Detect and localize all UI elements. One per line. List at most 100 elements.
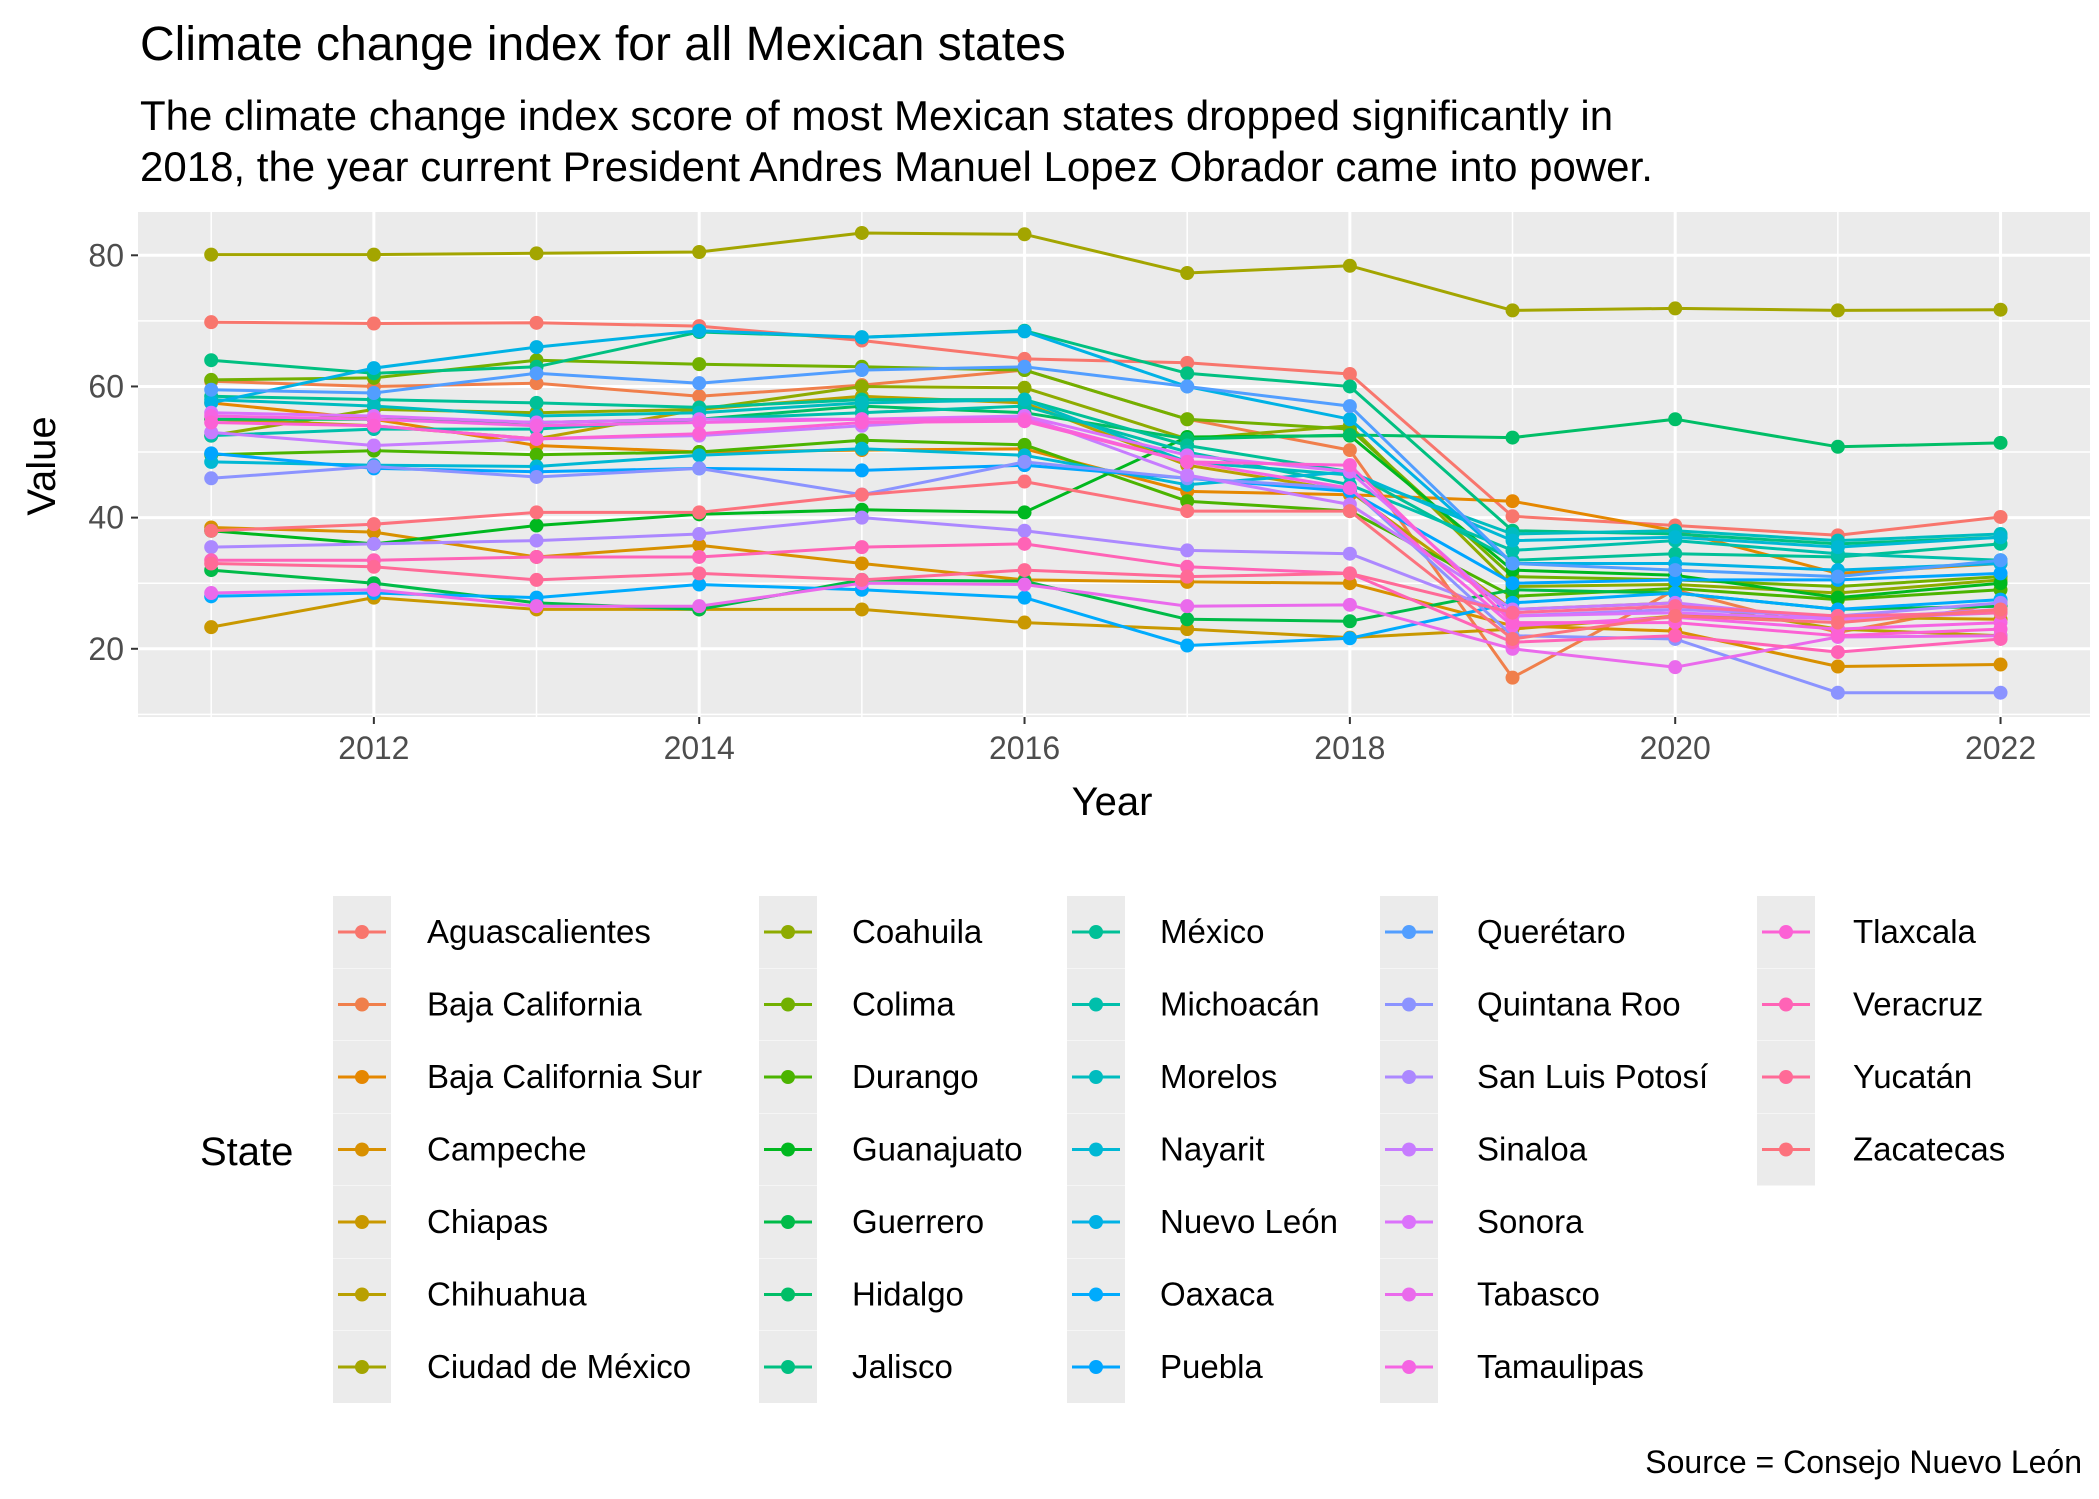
data-point-tlaxcala [1342, 458, 1357, 473]
legend-label: Sonora [1477, 1203, 1584, 1240]
legend-key-point [781, 997, 795, 1012]
y-tick-label: 60 [88, 368, 124, 404]
data-point-zacatecas [204, 523, 219, 538]
data-point-tlaxcala [1017, 414, 1032, 429]
legend-item-coahuila: Coahuila [759, 896, 983, 968]
data-point-coahuila [854, 379, 869, 394]
legend-label: Coahuila [852, 913, 983, 950]
x-tick-label: 2020 [1640, 730, 1711, 766]
data-point-nayarit [1505, 533, 1520, 548]
data-point-campeche [854, 556, 869, 571]
legend-item-veracruz: Veracruz [1757, 968, 1983, 1041]
data-point-durango [529, 447, 544, 462]
x-axis-title: Year [1072, 780, 1153, 824]
data-point-queretaro [1505, 556, 1520, 571]
data-point-ciudad-de-mexico [1505, 303, 1520, 318]
data-point-veracruz [1180, 559, 1195, 574]
data-point-aguascalientes [529, 315, 544, 330]
data-point-oaxaca [1342, 631, 1357, 646]
legend-item-sinaloa: Sinaloa [1380, 1113, 1588, 1186]
legend-item-durango: Durango [759, 1041, 979, 1113]
data-point-quintana-roo [1830, 685, 1845, 700]
series-line-san-luis-potosi [211, 516, 2001, 618]
data-point-san-luis-potosi [692, 527, 707, 542]
data-point-jalisco [204, 353, 219, 368]
legend-key-point [1402, 1142, 1416, 1157]
legend-label: Puebla [1160, 1348, 1263, 1385]
series-line-jalisco [211, 329, 2001, 546]
data-point-oaxaca [692, 577, 707, 592]
data-point-tlaxcala [204, 415, 219, 430]
legend-title: State [200, 1130, 293, 1174]
legend-key-point [1089, 997, 1103, 1012]
data-point-puebla [1668, 572, 1683, 587]
series-ciudad-de-mexico [204, 225, 2008, 318]
legend-item-jalisco: Jalisco [759, 1331, 953, 1403]
data-point-tabasco [1180, 599, 1195, 614]
data-point-zacatecas [1017, 474, 1032, 489]
data-point-zacatecas [1668, 609, 1683, 623]
data-point-nayarit [854, 441, 869, 456]
data-point-jalisco [1342, 379, 1357, 394]
data-point-queretaro [692, 376, 707, 391]
legend-item-hidalgo: Hidalgo [759, 1258, 964, 1331]
legend-key-point [355, 997, 369, 1012]
series-line-yucatan [211, 562, 2001, 618]
legend-item-guanajuato: Guanajuato [759, 1113, 1023, 1186]
legend-label: Durango [852, 1058, 979, 1095]
legend-key-point [781, 925, 795, 939]
data-point-aguascalientes [366, 316, 381, 331]
data-point-colima [204, 372, 219, 387]
x-tick-label: 2016 [989, 730, 1060, 766]
legend-label: Tlaxcala [1853, 913, 1977, 950]
legend-label: Chiapas [427, 1203, 548, 1240]
data-point-tlaxcala [529, 431, 544, 446]
data-point-queretaro [1993, 553, 2008, 568]
legend-item-tamaulipas: Tamaulipas [1380, 1331, 1644, 1403]
legend-item-colima: Colima [759, 968, 955, 1041]
data-point-aguascalientes [204, 315, 219, 330]
data-point-ciudad-de-mexico [692, 245, 707, 260]
legend-label: San Luis Potosí [1477, 1058, 1708, 1095]
data-point-puebla [1505, 576, 1520, 591]
legend-label: Nuevo León [1160, 1203, 1338, 1240]
data-point-hidalgo [1342, 427, 1357, 442]
data-point-puebla [854, 463, 869, 478]
data-point-aguascalientes [1505, 509, 1520, 524]
series-line-tabasco [211, 581, 2001, 669]
data-point-zacatecas [366, 517, 381, 532]
legend-label: Michoacán [1160, 986, 1320, 1023]
data-point-veracruz [1993, 631, 2008, 646]
series-tlaxcala [204, 414, 2008, 643]
data-point-quintana-roo [366, 459, 381, 474]
legend-key-point [1402, 997, 1416, 1012]
legend-key-point [1779, 925, 1793, 939]
data-point-queretaro [529, 366, 544, 381]
data-point-tabasco [366, 582, 381, 597]
data-point-tlaxcala [1830, 628, 1845, 643]
legend-label: Hidalgo [852, 1276, 964, 1313]
series-line-morelos [211, 398, 2001, 543]
data-point-colima [692, 357, 707, 372]
series-line-aguascalientes [211, 320, 2001, 537]
data-point-veracruz [529, 549, 544, 564]
data-point-yucatan [854, 572, 869, 587]
series-line-sinaloa [211, 414, 2001, 621]
data-point-nayarit [1830, 540, 1845, 555]
data-point-zacatecas [1505, 631, 1520, 646]
data-point-yucatan [1180, 569, 1195, 584]
data-point-queretaro [1017, 359, 1032, 374]
y-axis-title: Value [20, 416, 64, 515]
legend-key-point [781, 1287, 795, 1302]
data-point-queretaro [854, 363, 869, 378]
series-line-queretaro [211, 365, 2001, 579]
data-point-queretaro [204, 382, 219, 397]
data-point-zacatecas [692, 505, 707, 520]
data-point-tabasco [204, 586, 219, 601]
legend-label: Colima [852, 986, 955, 1023]
data-point-sinaloa [366, 438, 381, 453]
legend-item-tabasco: Tabasco [1380, 1258, 1600, 1331]
legend-key-point [781, 1215, 795, 1229]
legend-item-baja-california-sur: Baja California Sur [333, 1041, 702, 1113]
data-point-mexico [1668, 546, 1683, 561]
